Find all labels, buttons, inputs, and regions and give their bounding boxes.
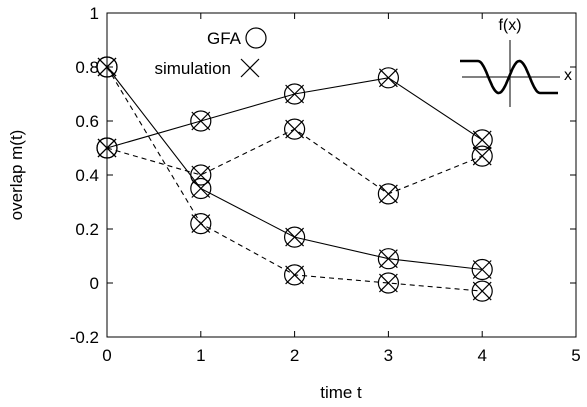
- x-axis-label: time t: [320, 383, 362, 402]
- simulation-marker: [191, 111, 211, 131]
- legend-label-simulation: simulation: [154, 59, 231, 78]
- simulation-marker: [285, 265, 305, 285]
- simulation-marker: [285, 84, 305, 104]
- inset-curve: [460, 59, 558, 95]
- gfa-marker: [190, 177, 212, 200]
- simulation-marker: [191, 179, 211, 198]
- inset-label-x: x: [564, 67, 572, 84]
- simulation-marker: [240, 58, 260, 78]
- gfa-marker: [471, 258, 493, 281]
- series-line-3: [106, 66, 483, 271]
- simulation-marker: [378, 249, 398, 269]
- gfa-marker: [284, 118, 306, 140]
- y-tick-label: 0.4: [75, 166, 99, 185]
- gfa-marker: [377, 272, 399, 294]
- simulation-marker: [378, 184, 398, 204]
- inset-function-plot: f(x) x: [460, 17, 572, 107]
- gfa-marker: [284, 83, 306, 105]
- gfa-marker: [377, 67, 399, 89]
- x-tick-label: 0: [102, 346, 111, 365]
- series-layer: [96, 56, 493, 302]
- y-tick-label: 0.8: [75, 58, 99, 77]
- x-axis-ticks: 0 1 2 3 4 5: [102, 13, 581, 365]
- inset-label-fx: f(x): [498, 17, 521, 34]
- x-tick-label: 4: [477, 346, 486, 365]
- simulation-marker: [472, 281, 492, 301]
- simulation-marker: [472, 130, 492, 150]
- y-tick-label: 0.2: [75, 220, 99, 239]
- legend: GFA simulation: [154, 27, 267, 78]
- simulation-marker: [378, 68, 398, 88]
- simulation-marker: [97, 57, 117, 77]
- gfa-marker: [377, 248, 399, 270]
- gfa-marker: [96, 137, 118, 159]
- gfa-marker: [96, 56, 118, 78]
- simulation-marker: [472, 260, 492, 279]
- y-tick-label: 0: [90, 274, 99, 293]
- x-tick-label: 2: [290, 346, 299, 365]
- x-tick-label: 1: [196, 346, 205, 365]
- gfa-marker: [377, 183, 399, 205]
- simulation-marker: [97, 138, 117, 158]
- simulation-marker: [472, 146, 492, 166]
- simulation-marker: [378, 273, 398, 293]
- gfa-marker: [471, 145, 493, 167]
- simulation-marker: [191, 214, 211, 234]
- gfa-marker: [284, 264, 306, 286]
- x-tick-label: 3: [384, 346, 393, 365]
- y-axis-ticks: -0.2 0 0.2 0.4 0.6 0.8 1: [70, 4, 576, 347]
- series-line-4: [106, 66, 483, 292]
- gfa-marker: [190, 213, 212, 235]
- gfa-marker: [190, 110, 212, 132]
- legend-label-gfa: GFA: [207, 29, 242, 48]
- gfa-marker: [471, 129, 493, 151]
- series-line-1: [106, 77, 483, 149]
- gfa-marker: [190, 164, 212, 186]
- gfa-marker: [471, 280, 493, 302]
- simulation-marker: [285, 119, 305, 139]
- y-tick-label: 1: [90, 4, 99, 23]
- gfa-marker: [245, 27, 267, 49]
- simulation-marker: [285, 227, 305, 247]
- y-tick-label: 0.6: [75, 112, 99, 131]
- gfa-marker: [284, 226, 306, 248]
- y-axis-label: overlap m(t): [7, 130, 26, 221]
- y-tick-label: -0.2: [70, 328, 99, 347]
- x-tick-label: 5: [571, 346, 580, 365]
